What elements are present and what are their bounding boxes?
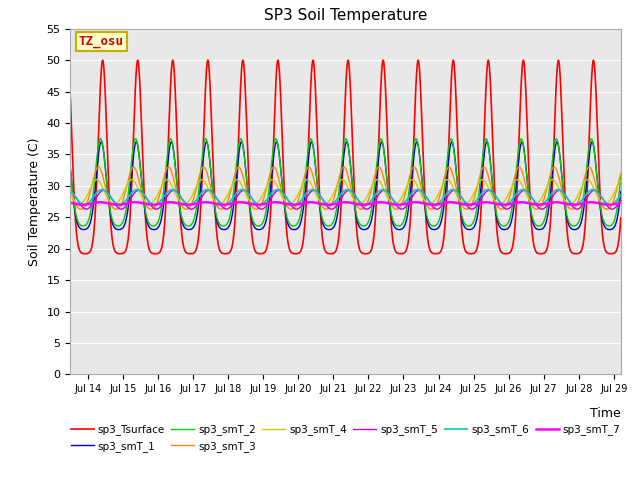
Legend: sp3_Tsurface, sp3_smT_1, sp3_smT_2, sp3_smT_3, sp3_smT_4, sp3_smT_5, sp3_smT_6, : sp3_Tsurface, sp3_smT_1, sp3_smT_2, sp3_… [71,424,620,452]
sp3_Tsurface [166,86,174,92]
sp3_smT_5 [166,189,174,195]
sp3_smT_5 [424,197,432,203]
Line: sp3_smT_3: sp3_smT_3 [70,167,621,209]
sp3_smT_2 [519,142,527,147]
Line: sp3_smT_2: sp3_smT_2 [70,139,621,226]
sp3_smT_7 [519,200,527,205]
sp3_smT_4 [277,192,285,197]
sp3_smT_3 [424,205,432,211]
sp3_smT_4 [397,196,404,202]
Text: Time: Time [590,407,621,420]
sp3_smT_6 [277,188,285,194]
sp3_smT_5 [67,188,74,193]
sp3_smT_5 [573,206,581,212]
sp3_smT_2 [477,167,485,172]
sp3_Tsurface [397,251,404,257]
sp3_smT_1 [617,189,625,194]
sp3_smT_5 [486,187,493,193]
sp3_smT_4 [477,177,485,183]
sp3_smT_3 [477,168,485,174]
sp3_smT_6 [519,187,527,192]
sp3_smT_1 [519,142,527,147]
sp3_Tsurface [424,241,432,247]
sp3_Tsurface [519,58,527,63]
Text: TZ_osu: TZ_osu [79,35,124,48]
sp3_smT_6 [397,202,404,207]
sp3_smT_7 [477,200,485,205]
sp3_smT_1 [166,141,174,146]
sp3_smT_3 [67,184,74,190]
Y-axis label: Soil Temperature (C): Soil Temperature (C) [28,137,41,266]
sp3_smT_1 [67,166,74,172]
sp3_smT_5 [617,197,625,203]
sp3_smT_2 [166,136,174,142]
sp3_smT_5 [397,206,404,212]
sp3_smT_2 [67,167,74,173]
sp3_smT_4 [166,180,174,186]
sp3_smT_2 [425,218,433,224]
sp3_smT_3 [463,206,470,212]
sp3_smT_6 [166,187,174,193]
sp3_smT_7 [131,199,139,205]
sp3_smT_5 [519,188,527,193]
Line: sp3_smT_1: sp3_smT_1 [70,142,621,229]
sp3_smT_3 [397,204,404,209]
sp3_smT_2 [397,223,404,228]
sp3_smT_7 [67,200,74,205]
sp3_smT_6 [308,187,316,192]
sp3_smT_6 [67,188,74,194]
sp3_smT_6 [617,192,625,198]
Title: SP3 Soil Temperature: SP3 Soil Temperature [264,9,428,24]
Line: sp3_smT_7: sp3_smT_7 [70,202,621,205]
sp3_smT_3 [617,170,625,176]
sp3_smT_7 [425,202,433,207]
Line: sp3_smT_5: sp3_smT_5 [70,190,621,209]
sp3_smT_1 [277,168,285,174]
sp3_smT_3 [519,172,527,178]
sp3_smT_4 [198,177,205,182]
Line: sp3_Tsurface: sp3_Tsurface [70,60,621,254]
sp3_Tsurface [277,95,285,100]
sp3_smT_7 [617,200,625,205]
sp3_smT_1 [397,227,404,232]
sp3_smT_1 [80,227,88,232]
sp3_Tsurface [362,251,369,257]
sp3_smT_3 [277,184,285,190]
sp3_smT_6 [221,202,228,208]
sp3_smT_5 [477,196,485,202]
sp3_Tsurface [477,202,485,208]
sp3_smT_4 [425,201,433,206]
sp3_smT_7 [166,199,174,205]
sp3_smT_7 [219,202,227,208]
sp3_smT_1 [477,181,485,187]
sp3_Tsurface [449,57,457,63]
sp3_smT_1 [168,139,175,145]
sp3_smT_7 [277,200,285,205]
sp3_smT_4 [67,191,74,197]
sp3_smT_6 [477,191,485,197]
sp3_smT_4 [617,178,625,183]
sp3_smT_2 [617,174,625,180]
sp3_Tsurface [617,215,625,221]
Line: sp3_smT_6: sp3_smT_6 [70,190,621,205]
sp3_smT_4 [110,201,118,206]
sp3_smT_5 [277,188,285,193]
Line: sp3_smT_4: sp3_smT_4 [70,180,621,204]
sp3_smT_3 [166,166,174,172]
sp3_smT_2 [202,136,209,142]
sp3_smT_2 [114,223,122,229]
sp3_smT_6 [425,197,433,203]
sp3_smT_7 [397,202,404,207]
sp3_smT_1 [425,222,433,228]
sp3_smT_3 [375,164,383,170]
sp3_smT_2 [277,168,285,174]
sp3_smT_4 [519,184,527,190]
sp3_Tsurface [67,96,74,102]
